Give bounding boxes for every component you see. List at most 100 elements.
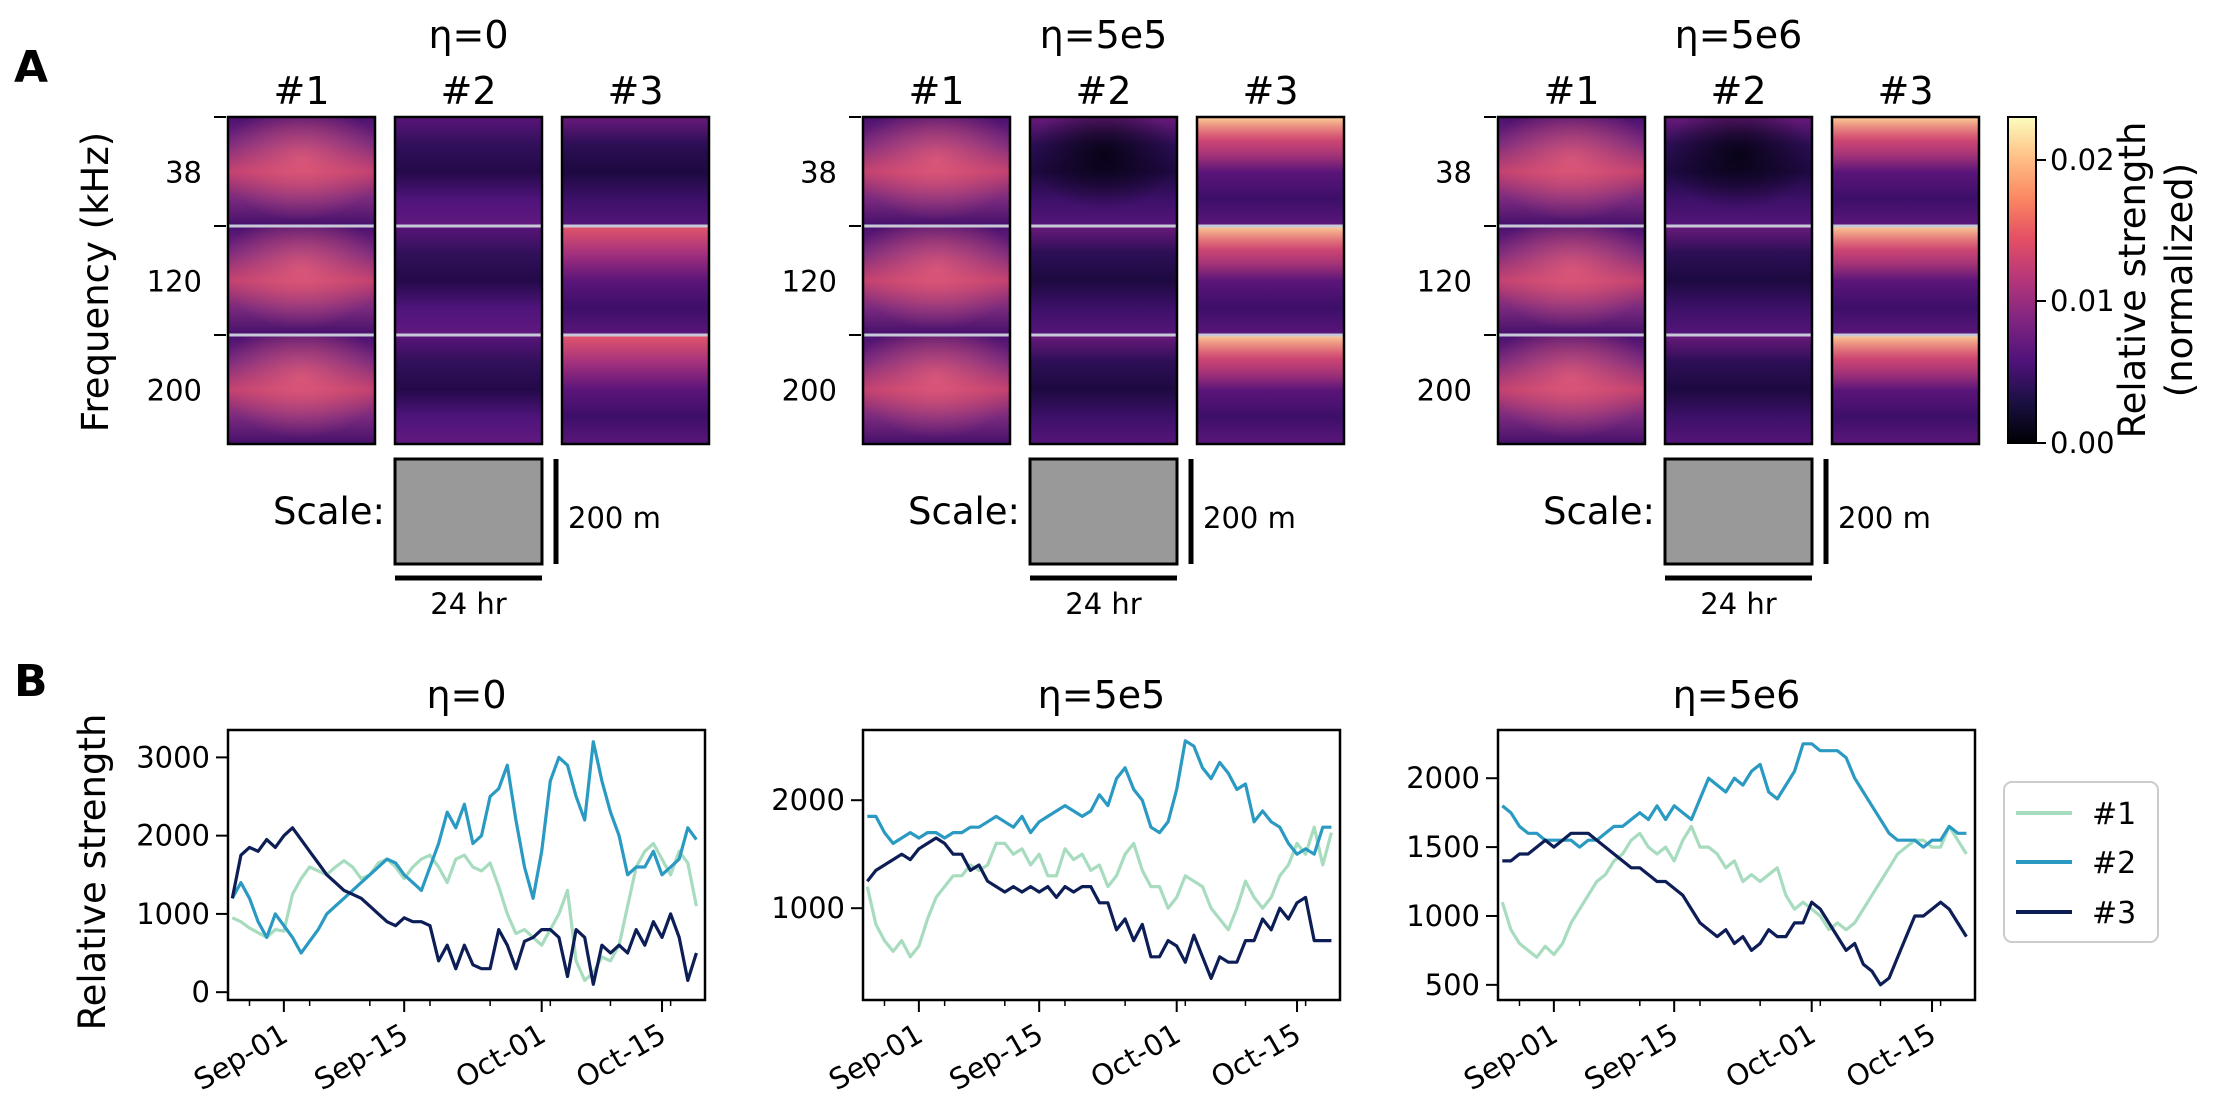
- time-scale-label: 24 hr: [1065, 587, 1141, 621]
- legend: #1 #2 #3: [2003, 781, 2159, 943]
- heatmap-band: [1030, 226, 1177, 335]
- heatmap-shading: [1832, 335, 1979, 390]
- heatmap-frame: [1663, 115, 1814, 446]
- colorbar-label-line2: (normalized): [2158, 163, 2201, 397]
- chart-title: η=0: [426, 673, 506, 717]
- scale-label: Scale:: [1543, 490, 1655, 533]
- series-line-2: [867, 739, 1332, 856]
- y-tick-label: 500: [1425, 968, 1480, 1002]
- heatmap-shading: [1197, 335, 1344, 390]
- y-tick-label: 1000: [771, 891, 845, 925]
- heatmap-frame: [861, 115, 1012, 446]
- column-title: #3: [1877, 69, 1933, 113]
- series-line-2: [230, 740, 698, 955]
- x-tick-label: Oct-01: [1720, 1017, 1821, 1095]
- series-line-1: [1500, 824, 1968, 959]
- x-tick-label: Oct-15: [1840, 1017, 1941, 1095]
- heatmap-band: [1665, 335, 1812, 444]
- heatmap-band: [1665, 226, 1812, 335]
- scale-box: [393, 457, 544, 566]
- legend-entry-3: #3: [2092, 896, 2136, 931]
- x-tick-label: Sep-01: [188, 1017, 293, 1097]
- colorbar-gradient: [2007, 116, 2037, 444]
- group-title: η=5e5: [1040, 13, 1168, 57]
- heatmap-frame: [1830, 115, 1981, 446]
- frequency-tick-label: 38: [800, 156, 837, 190]
- colorbar-label-line1: Relative strength: [2111, 122, 2154, 439]
- plot-frame: [226, 728, 707, 1002]
- heatmap-group-5e5: η=5e5 38 120 200 #1 #2 #3 Scale: 24 hr 200 m: [782, 13, 1346, 621]
- heatmap-frame: [1028, 115, 1179, 446]
- plot-frame: [1496, 728, 1977, 1002]
- heatmap-shading: [228, 226, 375, 335]
- panel-label-b: B: [14, 656, 48, 707]
- line-chart-3: η=5e6 500 1000 1500 2000 Sep-01 Sep-15 Oct-01 Oc…: [1406, 673, 1977, 1097]
- heatmap-frame: [1496, 115, 1647, 446]
- heatmap-band: [395, 117, 542, 226]
- column-title: #3: [607, 69, 663, 113]
- heatmap-shading: [863, 226, 1010, 335]
- heatmap-shading: [863, 117, 1010, 226]
- x-tick-label: Sep-01: [823, 1017, 928, 1097]
- column-title: #3: [1242, 69, 1298, 113]
- series-line-2: [1501, 742, 1967, 849]
- depth-scale-label: 200 m: [568, 501, 661, 535]
- depth-scale-label: 200 m: [1203, 501, 1296, 535]
- heatmap-band: [562, 226, 709, 335]
- heatmap-shading: [1665, 117, 1812, 226]
- heatmap-shading: [1832, 117, 1979, 172]
- column-title: #1: [273, 69, 329, 113]
- series-line-3: [230, 826, 698, 986]
- x-tick-label: Oct-15: [570, 1017, 671, 1095]
- heatmap-shading: [1197, 117, 1344, 172]
- heatmap-grid: η=0 38 120 200 #1 #2 #3 Scale: 24 hr 200 m η=5e5 38…: [147, 13, 1981, 621]
- y-tick-label: 3000: [136, 740, 210, 774]
- frequency-tick-label: 200: [147, 374, 202, 408]
- heatmap-shading: [1197, 226, 1344, 281]
- scale-label: Scale:: [908, 490, 1020, 533]
- scale-box: [1028, 457, 1179, 566]
- column-title: #2: [1075, 69, 1131, 113]
- legend-frame: [2003, 781, 2159, 943]
- frequency-tick-label: 120: [147, 265, 202, 299]
- series-line-3: [1502, 831, 1968, 987]
- column-title: #2: [440, 69, 496, 113]
- frequency-tick-label: 120: [1417, 265, 1472, 299]
- series-line-3: [866, 836, 1332, 981]
- time-scale-label: 24 hr: [1700, 587, 1776, 621]
- depth-scale-label: 200 m: [1838, 501, 1931, 535]
- heatmap-shading: [1832, 226, 1979, 281]
- chart-title: η=5e6: [1673, 673, 1801, 717]
- x-tick-label: Oct-01: [450, 1017, 551, 1095]
- heatmap-band: [1030, 335, 1177, 444]
- x-tick-label: Oct-01: [1085, 1017, 1186, 1095]
- heatmap-frame: [560, 115, 711, 446]
- heatmap-shading: [1030, 117, 1177, 226]
- colorbar-tick-label: 0.02: [2050, 143, 2115, 177]
- legend-entry-1: #1: [2092, 797, 2136, 832]
- heatmap-shading: [1498, 117, 1645, 226]
- frequency-tick-label: 200: [1417, 374, 1472, 408]
- heatmap-frame: [226, 115, 377, 446]
- heatmap-band: [562, 117, 709, 226]
- frequency-tick-label: 200: [782, 374, 837, 408]
- chart-title: η=5e5: [1038, 673, 1166, 717]
- heatmap-shading: [228, 335, 375, 444]
- plot-frame: [861, 728, 1342, 1002]
- x-tick-label: Oct-15: [1205, 1017, 1306, 1095]
- scale-label: Scale:: [273, 490, 385, 533]
- scale-box: [1663, 457, 1814, 566]
- group-title: η=5e6: [1675, 13, 1803, 57]
- series-line-1: [865, 825, 1333, 959]
- y-tick-label: 0: [192, 975, 210, 1009]
- y-tick-label: 1500: [1406, 830, 1480, 864]
- frequency-tick-label: 38: [1435, 156, 1472, 190]
- group-title: η=0: [428, 13, 508, 57]
- frequency-axis-label: Frequency (kHz): [74, 132, 117, 432]
- y-tick-label: 1000: [1406, 899, 1480, 933]
- heatmap-band: [395, 335, 542, 444]
- time-scale-label: 24 hr: [430, 587, 506, 621]
- column-title: #2: [1710, 69, 1766, 113]
